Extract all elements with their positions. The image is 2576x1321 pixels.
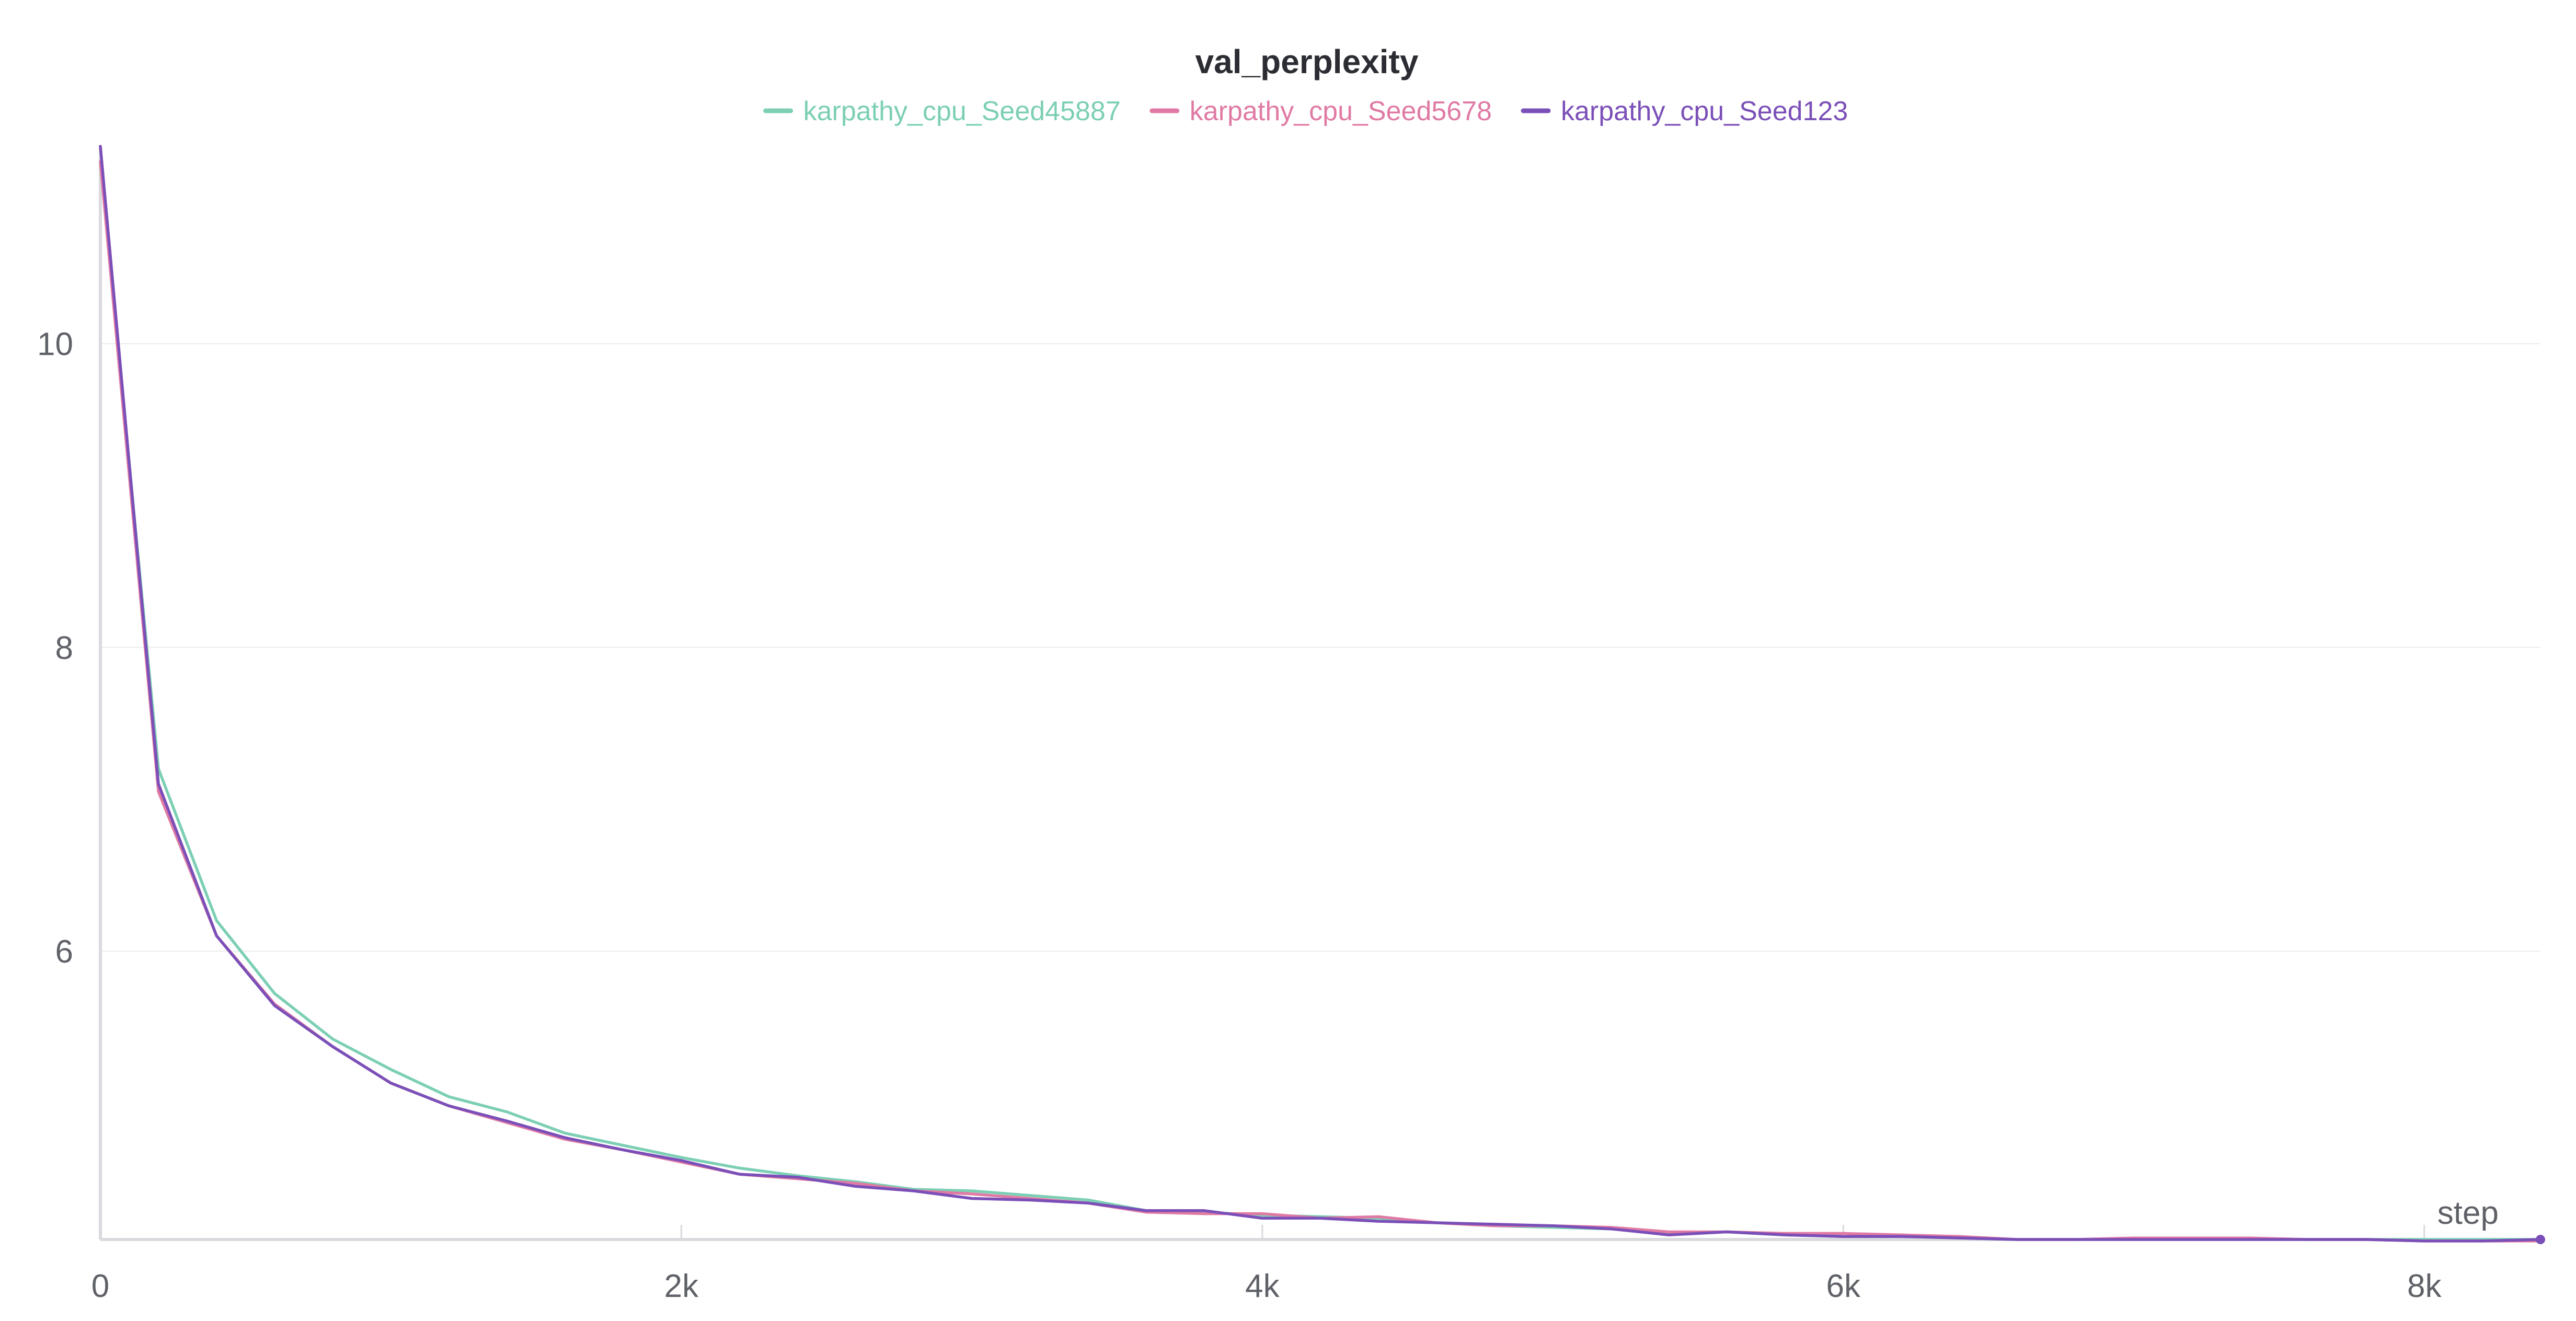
x-tick-label: 2k [664,1268,699,1304]
x-tick-label: 4k [1245,1268,1280,1304]
legend-item: karpathy_cpu_Seed45887 [763,96,1121,126]
y-tick-label: 6 [55,934,73,970]
series-line [99,145,2542,1243]
x-tick-label: 0 [91,1268,109,1304]
axes [99,146,2540,1241]
y-tick-label: 8 [55,630,73,666]
legend-label: karpathy_cpu_Seed123 [1561,96,1848,126]
series-line [99,160,2542,1243]
y-tick-label: 10 [37,327,73,363]
series-line [99,160,2542,1241]
legend: karpathy_cpu_Seed45887 karpathy_cpu_Seed5… [763,96,1848,126]
legend-label: karpathy_cpu_Seed5678 [1190,96,1492,126]
tick-labels: 6 8 10 0 2k 4k 6k 8k [37,327,2442,1304]
x-tick-label: 8k [2407,1268,2442,1304]
series-endpoint [2536,1235,2545,1244]
gridlines [100,343,2540,952]
x-tick-label: 6k [1826,1268,1861,1304]
legend-item: karpathy_cpu_Seed5678 [1149,96,1492,126]
chart-title: val_perplexity [1195,43,1419,80]
legend-label: karpathy_cpu_Seed45887 [803,96,1121,126]
x-axis-label: step [2437,1195,2499,1231]
legend-item: karpathy_cpu_Seed123 [1521,96,1848,126]
series-group [99,145,2545,1244]
